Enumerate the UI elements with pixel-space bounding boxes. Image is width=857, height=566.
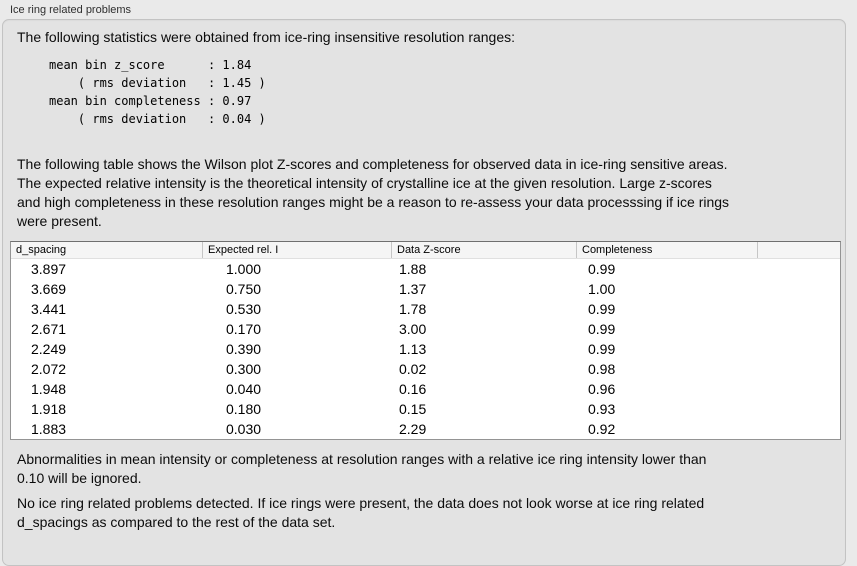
table-body: 3.897 1.000 1.88 0.99 3.669 0.750 1.37 1.00 3.44… bbox=[11, 259, 840, 439]
panel-title: Ice ring related problems bbox=[10, 4, 132, 16]
table-cell: 1.918 bbox=[31, 401, 67, 417]
table-cell: 1.00 bbox=[588, 281, 616, 297]
table-cell: 1.948 bbox=[31, 381, 67, 397]
column-header-completeness[interactable]: Completeness bbox=[577, 242, 758, 258]
table-cell: 1.883 bbox=[31, 421, 67, 437]
table-cell-empty bbox=[758, 359, 840, 379]
table-cell-empty bbox=[758, 259, 840, 279]
table-row[interactable]: 1.918 0.180 0.15 0.93 bbox=[11, 399, 840, 419]
table-cell: 3.669 bbox=[31, 281, 67, 297]
table-cell: 0.99 bbox=[588, 321, 616, 337]
table-cell: 0.030 bbox=[226, 421, 262, 437]
table-cell: 0.16 bbox=[399, 381, 427, 397]
ice-ring-table[interactable]: d_spacing Expected rel. I Data Z-score Comp… bbox=[10, 241, 841, 440]
table-cell: 1.000 bbox=[226, 261, 262, 277]
table-cell: 0.93 bbox=[588, 401, 616, 417]
table-cell: 0.040 bbox=[226, 381, 262, 397]
table-cell: 2.671 bbox=[31, 321, 67, 337]
table-description-text: The following table shows the Wilson plo… bbox=[17, 156, 730, 229]
table-cell: 0.170 bbox=[226, 321, 262, 337]
table-cell: 3.897 bbox=[31, 261, 67, 277]
stats-intro-text: The following statistics were obtained f… bbox=[17, 29, 516, 45]
ignore-threshold-note: Abnormalities in mean intensity or compl… bbox=[17, 451, 707, 486]
table-cell: 0.98 bbox=[588, 361, 616, 377]
table-row[interactable]: 2.072 0.300 0.02 0.98 bbox=[11, 359, 840, 379]
table-cell: 1.13 bbox=[399, 341, 427, 357]
column-header-data-z-score[interactable]: Data Z-score bbox=[392, 242, 577, 258]
table-row[interactable]: 1.883 0.030 2.29 0.92 bbox=[11, 419, 840, 439]
table-cell-empty bbox=[758, 319, 840, 339]
column-header-expected-rel-i[interactable]: Expected rel. I bbox=[203, 242, 392, 258]
stats-monospace-block: mean bin z_score : 1.84 ( rms deviation … bbox=[49, 58, 266, 126]
table-cell: 0.300 bbox=[226, 361, 262, 377]
table-row[interactable]: 2.249 0.390 1.13 0.99 bbox=[11, 339, 840, 359]
table-cell: 0.750 bbox=[226, 281, 262, 297]
table-cell-empty bbox=[758, 279, 840, 299]
table-row[interactable]: 1.948 0.040 0.16 0.96 bbox=[11, 379, 840, 399]
table-cell-empty bbox=[758, 379, 840, 399]
table-cell: 2.072 bbox=[31, 361, 67, 377]
table-cell: 0.92 bbox=[588, 421, 616, 437]
table-cell-empty bbox=[758, 399, 840, 419]
table-cell: 0.390 bbox=[226, 341, 262, 357]
table-cell-empty bbox=[758, 299, 840, 319]
table-cell: 3.441 bbox=[31, 301, 67, 317]
table-cell: 0.180 bbox=[226, 401, 262, 417]
table-cell: 0.99 bbox=[588, 301, 616, 317]
table-row[interactable]: 3.441 0.530 1.78 0.99 bbox=[11, 299, 840, 319]
table-cell: 1.88 bbox=[399, 261, 427, 277]
column-header-d-spacing[interactable]: d_spacing bbox=[11, 242, 203, 258]
table-cell: 3.00 bbox=[399, 321, 427, 337]
table-cell: 0.02 bbox=[399, 361, 427, 377]
table-cell: 0.99 bbox=[588, 341, 616, 357]
table-row[interactable]: 2.671 0.170 3.00 0.99 bbox=[11, 319, 840, 339]
table-cell-empty bbox=[758, 339, 840, 359]
table-row[interactable]: 3.897 1.000 1.88 0.99 bbox=[11, 259, 840, 279]
conclusion-note: No ice ring related problems detected. I… bbox=[17, 495, 705, 530]
table-cell-empty bbox=[758, 419, 840, 439]
table-cell: 0.96 bbox=[588, 381, 616, 397]
table-cell: 0.15 bbox=[399, 401, 427, 417]
table-cell: 1.37 bbox=[399, 281, 427, 297]
table-cell: 2.249 bbox=[31, 341, 67, 357]
table-cell: 0.99 bbox=[588, 261, 616, 277]
table-cell: 1.78 bbox=[399, 301, 427, 317]
table-row[interactable]: 3.669 0.750 1.37 1.00 bbox=[11, 279, 840, 299]
table-cell: 0.530 bbox=[226, 301, 262, 317]
column-header-empty[interactable] bbox=[758, 242, 840, 258]
table-header-row: d_spacing Expected rel. I Data Z-score Comp… bbox=[11, 242, 840, 259]
table-cell: 2.29 bbox=[399, 421, 427, 437]
ice-ring-groupbox: The following statistics were obtained f… bbox=[2, 19, 846, 566]
